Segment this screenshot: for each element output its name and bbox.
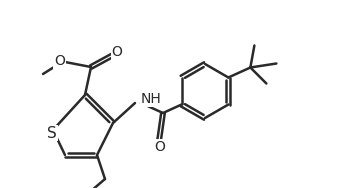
- Text: NH: NH: [141, 92, 162, 106]
- Text: S: S: [47, 126, 57, 140]
- Text: O: O: [112, 45, 122, 59]
- Text: O: O: [54, 54, 65, 68]
- Text: O: O: [154, 140, 166, 154]
